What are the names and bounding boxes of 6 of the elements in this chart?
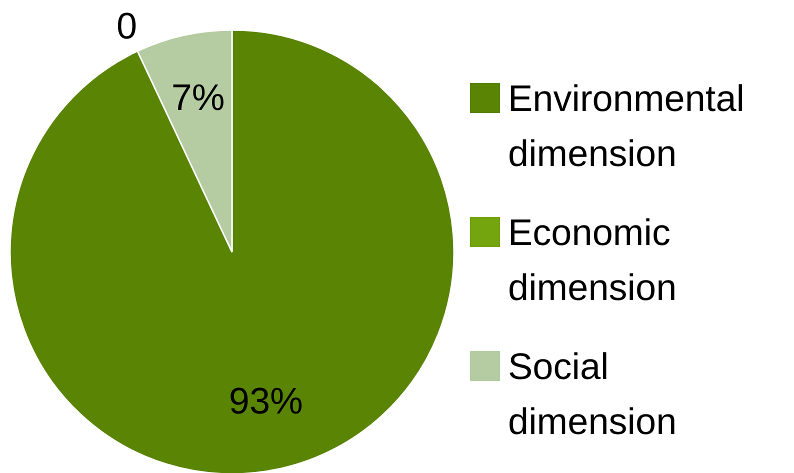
- text: 0: [116, 5, 138, 46]
- legend-label: Social dimension: [508, 346, 677, 442]
- data-label: 7%: [171, 77, 225, 118]
- legend-label: Environmental dimension: [508, 78, 745, 174]
- legend-label: Economic dimension: [508, 212, 677, 308]
- data-label: 93%: [228, 380, 303, 422]
